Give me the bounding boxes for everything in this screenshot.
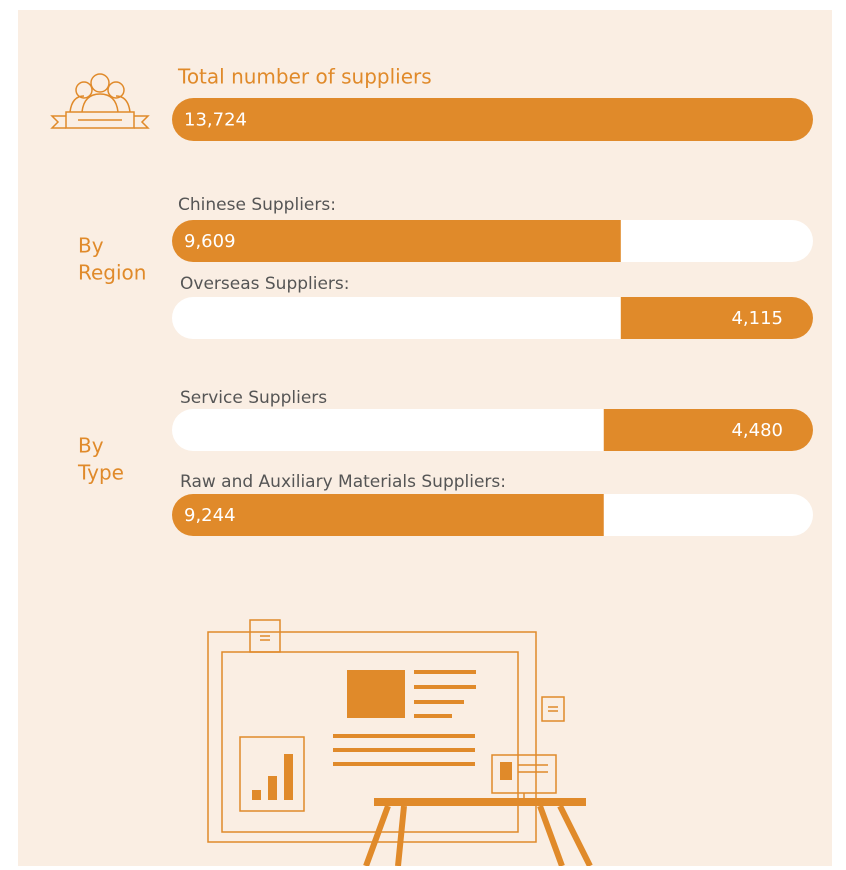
group-label: Region bbox=[78, 261, 146, 285]
value-label: 9,609 bbox=[184, 231, 236, 252]
bar bbox=[172, 494, 604, 536]
item-label: Overseas Suppliers: bbox=[180, 274, 350, 294]
value-label: 4,115 bbox=[731, 308, 783, 329]
bar bbox=[621, 297, 813, 339]
value-label: 13,724 bbox=[184, 110, 247, 131]
infographic: Total number of suppliers 13,724 By Region C… bbox=[0, 0, 846, 866]
value-label: 9,244 bbox=[184, 505, 236, 526]
group-label: By bbox=[78, 234, 104, 258]
value-label: 4,480 bbox=[731, 420, 783, 441]
item-label: Raw and Auxiliary Materials Suppliers: bbox=[180, 472, 506, 492]
bar bbox=[172, 220, 621, 262]
total-label: Total number of suppliers bbox=[177, 65, 432, 89]
item-label: Service Suppliers bbox=[180, 388, 327, 408]
bar bbox=[172, 98, 813, 141]
group-label: Type bbox=[77, 461, 124, 485]
group-label: By bbox=[78, 434, 104, 458]
item-label: Chinese Suppliers: bbox=[178, 195, 336, 215]
